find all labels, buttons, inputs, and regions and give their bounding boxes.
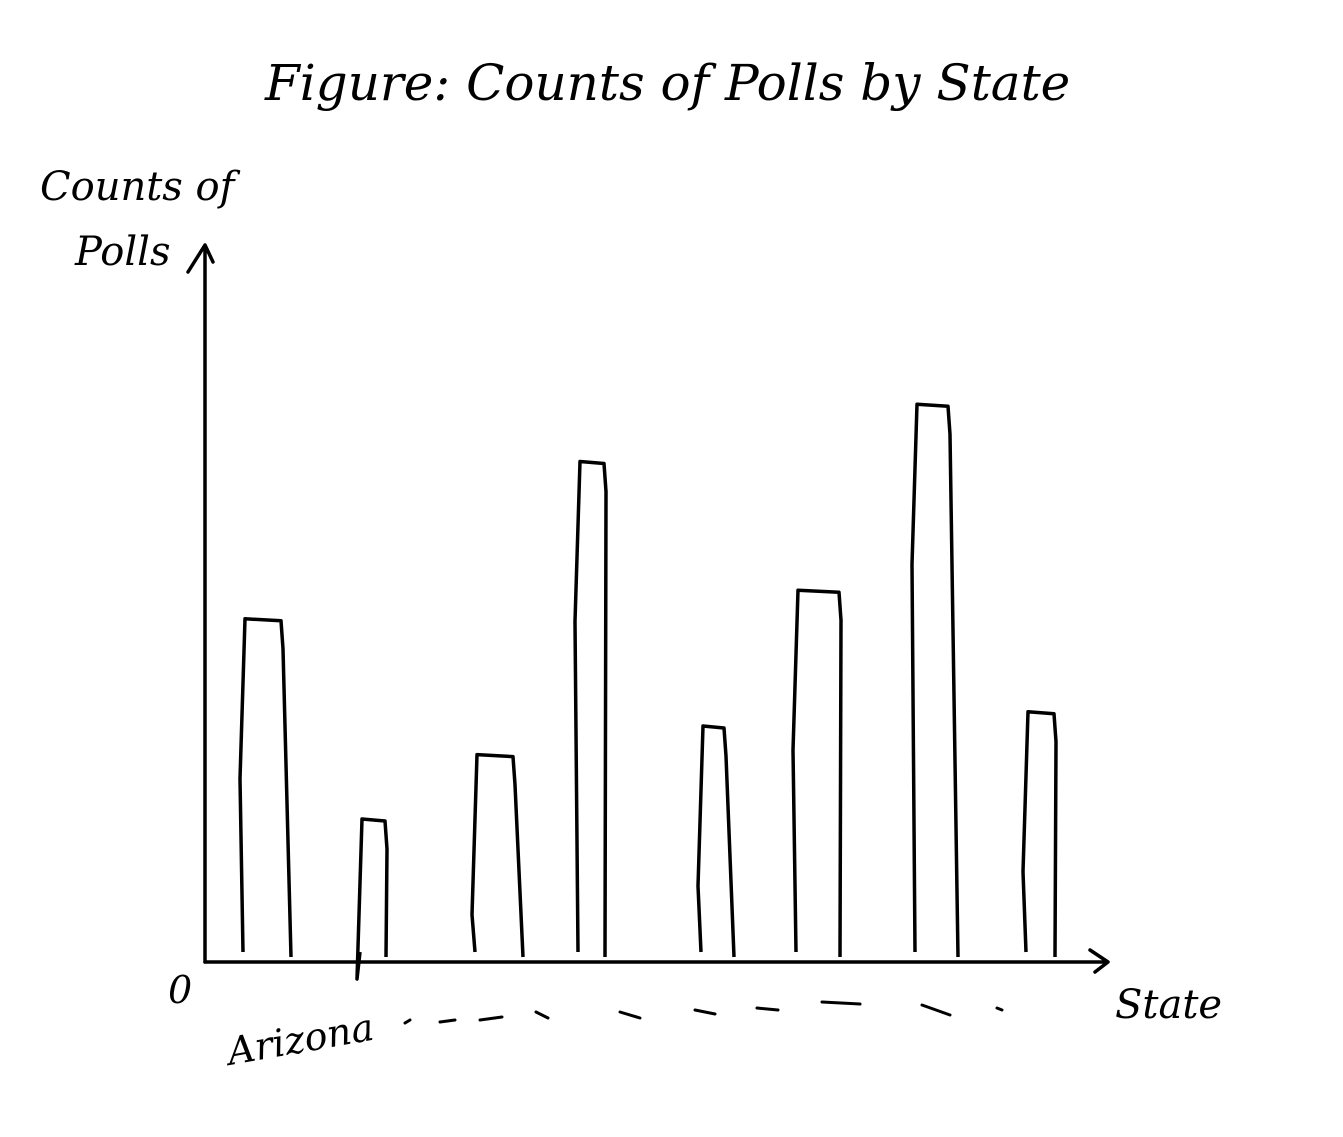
- bar-6: [791, 588, 843, 958]
- tick-placeholder-4: [534, 1010, 550, 1020]
- x-tick-label-first: Arizona: [221, 1005, 377, 1075]
- bar-5: [696, 724, 736, 958]
- tick-placeholder-1: [403, 1018, 412, 1025]
- tick-placeholder-group: [403, 1000, 1004, 1025]
- tick-placeholder-3: [478, 1015, 504, 1022]
- tick-placeholder-10: [995, 1006, 1004, 1012]
- x-axis-label: State: [1115, 982, 1222, 1028]
- x-axis: [203, 948, 1110, 974]
- chart-title: Figure: Counts of Polls by State: [264, 54, 1070, 112]
- bars-group: [238, 402, 1058, 981]
- tick-placeholder-2: [438, 1018, 457, 1024]
- tick-placeholder-9: [920, 1003, 952, 1017]
- tick-placeholder-5: [618, 1010, 642, 1020]
- tick-placeholder-7: [755, 1006, 780, 1012]
- y-axis-label-line1: Counts of: [40, 164, 241, 210]
- tick-placeholder-8: [820, 1000, 862, 1006]
- bar-2: [355, 817, 389, 981]
- bar-3: [470, 752, 525, 958]
- bar-4: [573, 459, 608, 958]
- bar-7: [910, 402, 960, 958]
- tick-placeholder-6: [693, 1008, 717, 1016]
- y-axis: [186, 243, 215, 964]
- y-axis-label-line2: Polls: [74, 229, 171, 275]
- bar-1: [238, 617, 293, 958]
- bar-8: [1021, 710, 1058, 958]
- y-axis-label: Counts of Polls: [40, 164, 247, 275]
- origin-label: 0: [168, 968, 192, 1012]
